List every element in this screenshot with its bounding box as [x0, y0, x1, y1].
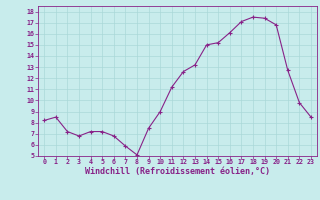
X-axis label: Windchill (Refroidissement éolien,°C): Windchill (Refroidissement éolien,°C): [85, 167, 270, 176]
